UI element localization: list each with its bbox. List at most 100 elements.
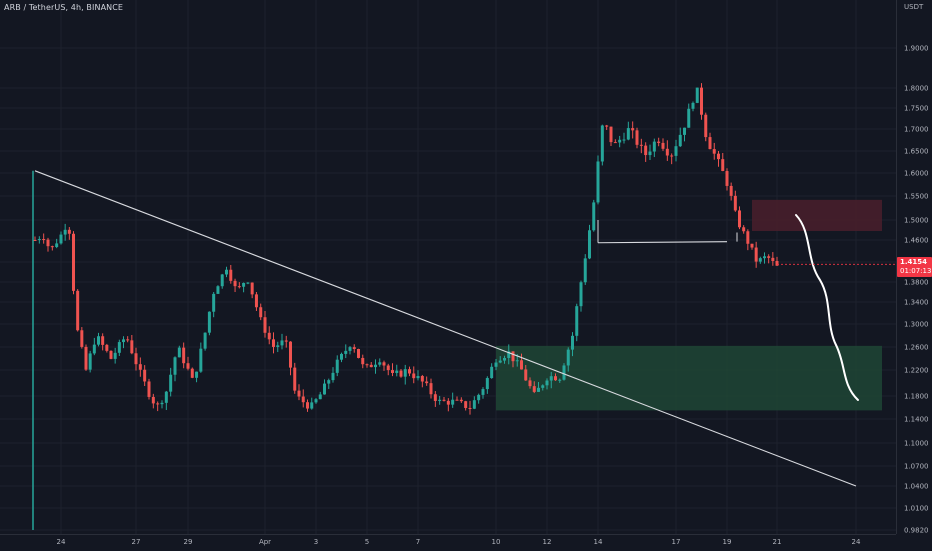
- price-axis-unit: USDT: [904, 3, 924, 11]
- candle: [648, 144, 652, 161]
- candle-body: [46, 239, 50, 247]
- candle-body: [425, 381, 429, 384]
- candle: [429, 378, 433, 399]
- candle: [579, 280, 583, 312]
- candle-body: [571, 335, 574, 350]
- candle-body: [280, 340, 284, 346]
- candle-body: [420, 376, 424, 382]
- candle: [451, 392, 455, 408]
- candle: [352, 344, 356, 353]
- candle-body: [310, 402, 314, 409]
- candlesticks: [33, 83, 779, 415]
- candle-body: [33, 240, 37, 241]
- price-tick-label: 1.3000: [904, 321, 929, 329]
- candle: [169, 367, 173, 397]
- candle-body: [276, 345, 280, 347]
- candle: [691, 101, 695, 112]
- candle: [695, 87, 699, 104]
- candle-body: [758, 258, 762, 262]
- candle: [541, 384, 545, 391]
- support-level: [597, 241, 728, 244]
- candle-body: [446, 400, 450, 405]
- candle-body: [532, 386, 536, 392]
- candle: [446, 398, 450, 412]
- candle-body: [712, 149, 716, 154]
- candle: [134, 347, 138, 371]
- candle-body: [212, 293, 216, 312]
- candle: [631, 121, 635, 139]
- candle-body: [507, 351, 511, 358]
- candle-body: [318, 394, 322, 400]
- candle: [459, 397, 463, 403]
- candle: [318, 391, 322, 400]
- candle: [105, 343, 109, 353]
- candle-body: [160, 402, 164, 405]
- candle-body: [472, 400, 476, 409]
- candle: [314, 397, 318, 404]
- candle-body: [695, 87, 699, 103]
- candle-body: [515, 360, 519, 362]
- candle: [468, 400, 472, 415]
- candle: [600, 124, 604, 166]
- candle: [242, 282, 246, 293]
- candle-body: [451, 399, 455, 405]
- candle: [571, 332, 574, 357]
- candle: [59, 231, 63, 245]
- candle: [399, 369, 403, 378]
- candle: [626, 121, 630, 141]
- candle-body: [545, 380, 549, 386]
- candle: [190, 367, 194, 379]
- candle-body: [588, 230, 591, 259]
- price-tick-label: 1.3800: [904, 279, 929, 287]
- candle-body: [622, 139, 626, 141]
- candle: [742, 225, 746, 234]
- candle: [438, 395, 442, 405]
- price-tick-label: 1.5500: [904, 193, 929, 201]
- candle-body: [50, 246, 54, 248]
- candle-body: [297, 390, 301, 397]
- candle-body: [382, 362, 386, 366]
- time-tick-label: 10: [492, 538, 501, 546]
- candle-body: [130, 340, 134, 354]
- candle-body: [481, 389, 485, 395]
- price-tick-label: 0.9820: [904, 527, 929, 535]
- candle: [323, 379, 326, 395]
- price-tick-label: 1.2600: [904, 344, 929, 352]
- candle-body: [464, 401, 468, 408]
- candle: [259, 303, 263, 321]
- candle-body: [335, 359, 339, 373]
- candle: [151, 393, 155, 409]
- candle: [545, 378, 549, 390]
- candle-body: [468, 407, 472, 409]
- price-axis[interactable]: [896, 0, 932, 534]
- time-axis[interactable]: [0, 534, 896, 551]
- price-tick-label: 1.6000: [904, 170, 929, 178]
- candle: [156, 401, 160, 412]
- candle-body: [105, 344, 109, 351]
- candle: [754, 241, 758, 268]
- candle-body: [438, 399, 442, 401]
- candle: [558, 378, 562, 383]
- candle-body: [156, 403, 160, 405]
- demand-zone: [496, 345, 882, 411]
- candle-body: [700, 87, 703, 115]
- symbol-title[interactable]: ARB / TetherUS, 4h, BINANCE: [4, 3, 124, 12]
- candle-body: [88, 353, 92, 370]
- candle-body: [289, 341, 292, 368]
- candle-body: [477, 394, 481, 401]
- candle-body: [284, 340, 288, 342]
- candle-body: [566, 349, 570, 366]
- candle-body: [490, 366, 494, 379]
- candle: [532, 381, 536, 394]
- candle-body: [771, 257, 775, 261]
- candle-body: [433, 394, 437, 401]
- candle: [331, 367, 335, 383]
- candle: [378, 358, 382, 367]
- candle: [395, 364, 399, 377]
- candle: [758, 256, 762, 264]
- candle-body: [72, 233, 75, 291]
- candle: [173, 356, 177, 382]
- candle: [725, 168, 729, 191]
